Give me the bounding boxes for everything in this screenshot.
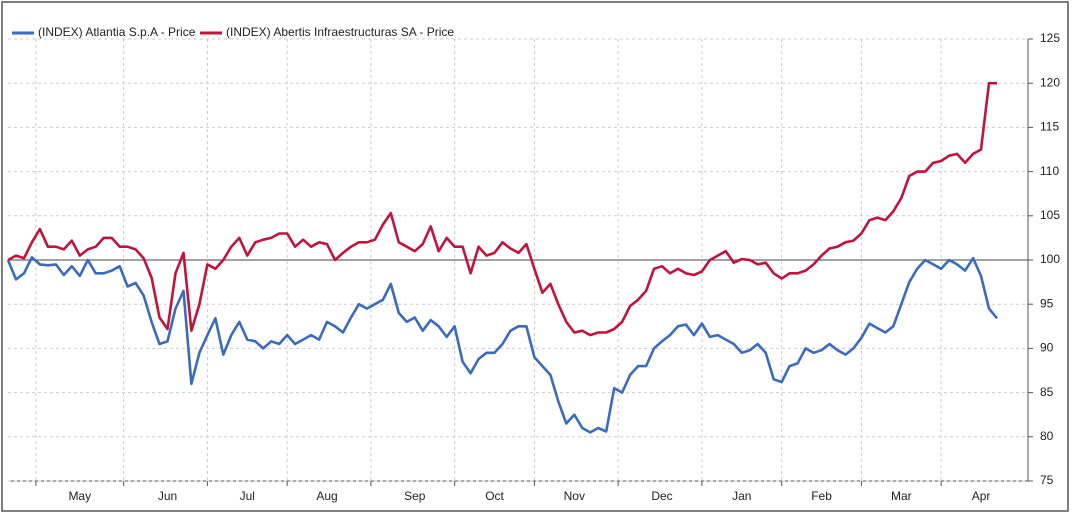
y-tick-label: 95: [1040, 296, 1054, 310]
x-tick-label: Jul: [240, 489, 255, 503]
x-tick-label: Dec: [651, 489, 672, 503]
x-tick-label: May: [68, 489, 91, 503]
y-tick-label: 100: [1040, 252, 1060, 266]
x-tick-label: Feb: [811, 489, 832, 503]
x-tick-label: Jun: [158, 489, 177, 503]
y-tick-label: 75: [1040, 473, 1054, 487]
x-tick-label: Oct: [485, 489, 504, 503]
y-tick-label: 125: [1040, 31, 1060, 45]
y-tick-label: 85: [1040, 385, 1054, 399]
legend-label: (INDEX) Atlantia S.p.A - Price: [38, 25, 196, 39]
x-tick-label: Mar: [891, 489, 912, 503]
line-series: [7, 81, 997, 337]
legend-label: (INDEX) Abertis Infraestructuras SA - Pr…: [226, 25, 454, 39]
x-tick-label: Apr: [972, 489, 991, 503]
x-tick-label: Jan: [732, 489, 751, 503]
y-tick-label: 115: [1040, 120, 1059, 134]
x-tick-label: Sep: [404, 489, 426, 503]
x-tick-label: Nov: [564, 489, 585, 503]
y-tick-label: 90: [1040, 341, 1054, 355]
y-tick-label: 105: [1040, 208, 1060, 222]
y-tick-label: 80: [1040, 429, 1054, 443]
y-tick-label: 120: [1040, 75, 1060, 89]
line-series: [6, 256, 999, 434]
y-tick-label: 110: [1040, 164, 1059, 178]
x-tick-label: Aug: [316, 489, 337, 503]
